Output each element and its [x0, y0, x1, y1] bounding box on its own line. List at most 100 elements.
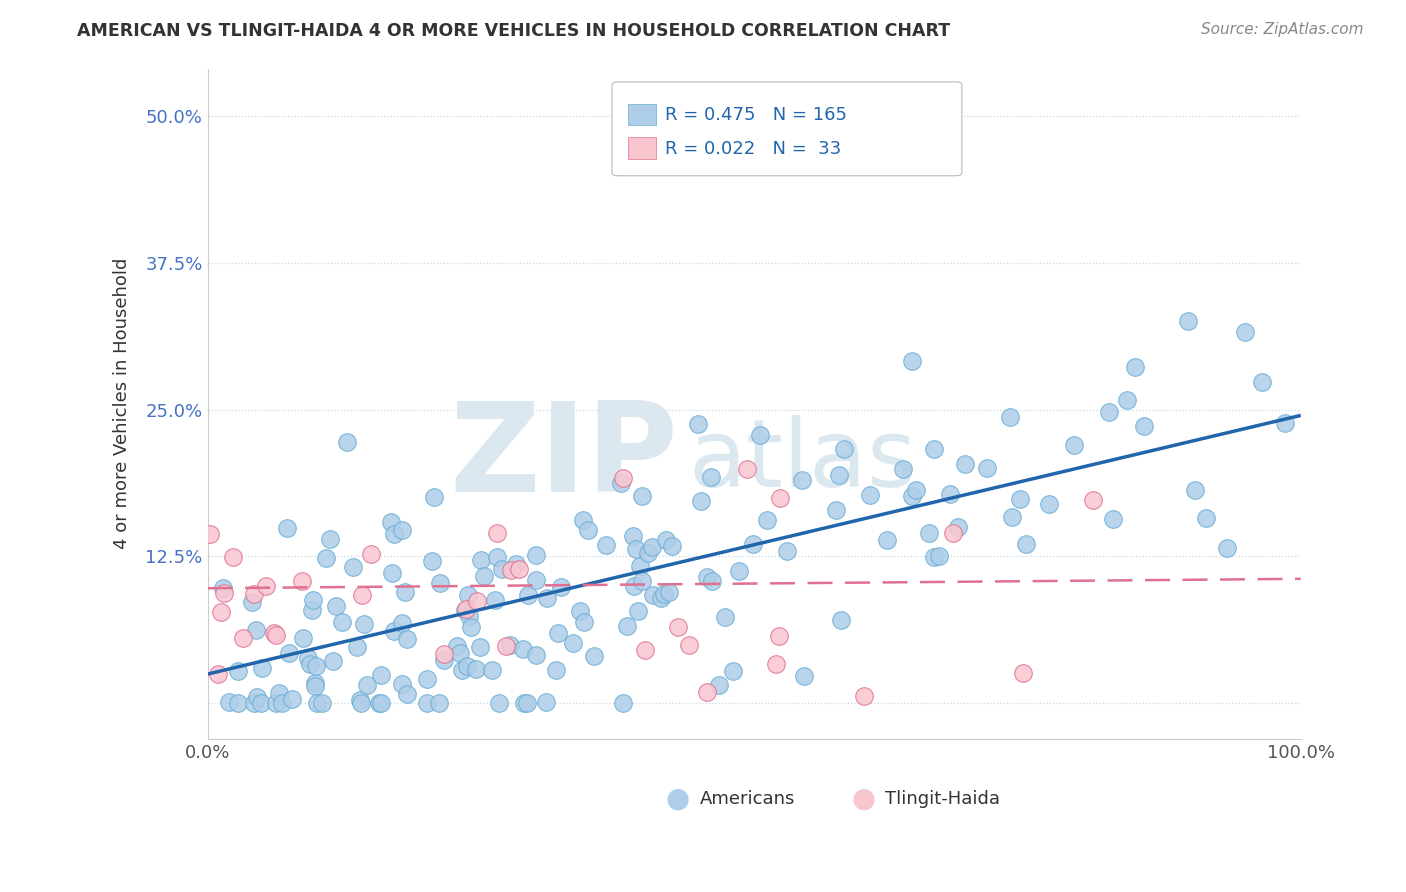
Point: [1132, 418, 1154, 433]
Point: [824, 503, 846, 517]
Point: [432, 653, 454, 667]
Point: [901, 353, 924, 368]
Point: [666, 620, 689, 634]
Point: [232, 631, 254, 645]
Point: [395, 687, 418, 701]
Point: [250, 661, 273, 675]
Point: [830, 613, 852, 627]
Point: [689, 494, 711, 508]
Point: [939, 487, 962, 501]
Point: [420, 554, 443, 568]
Point: [228, 664, 250, 678]
Point: [264, 697, 287, 711]
Point: [495, 640, 517, 654]
Point: [508, 562, 530, 576]
Point: [429, 575, 451, 590]
Text: Source: ZipAtlas.com: Source: ZipAtlas.com: [1201, 22, 1364, 37]
Point: [853, 689, 876, 703]
Text: Americans: Americans: [700, 790, 794, 808]
Point: [391, 677, 413, 691]
Point: [1233, 325, 1256, 339]
Point: [454, 601, 477, 615]
Point: [727, 564, 749, 578]
Point: [547, 626, 569, 640]
Point: [657, 585, 679, 599]
Point: [749, 428, 772, 442]
Point: [524, 548, 547, 562]
Point: [464, 662, 486, 676]
Point: [470, 553, 492, 567]
Point: [953, 457, 976, 471]
Point: [433, 648, 456, 662]
Point: [696, 570, 718, 584]
Point: [654, 587, 676, 601]
Point: [305, 659, 328, 673]
Point: [735, 462, 758, 476]
Point: [350, 588, 373, 602]
Point: [250, 697, 273, 711]
Point: [742, 537, 765, 551]
Point: [512, 641, 534, 656]
Point: [623, 579, 645, 593]
Point: [696, 685, 718, 699]
Point: [456, 659, 478, 673]
Point: [311, 697, 333, 711]
Point: [382, 624, 405, 638]
Point: [301, 602, 323, 616]
Point: [416, 697, 439, 711]
Point: [1038, 497, 1060, 511]
Point: [1251, 375, 1274, 389]
Point: [491, 562, 513, 576]
Point: [641, 540, 664, 554]
Point: [998, 410, 1021, 425]
Point: [278, 646, 301, 660]
Point: [423, 490, 446, 504]
Bar: [628, 137, 655, 159]
Point: [484, 592, 506, 607]
Point: [714, 609, 737, 624]
Point: [319, 532, 342, 546]
Point: [304, 679, 326, 693]
Point: [626, 541, 648, 556]
Point: [513, 697, 536, 711]
Point: [299, 657, 322, 671]
Point: [460, 620, 482, 634]
Point: [505, 557, 527, 571]
Point: [281, 692, 304, 706]
Text: R = 0.475   N = 165: R = 0.475 N = 165: [665, 106, 846, 125]
Point: [534, 694, 557, 708]
Point: [325, 599, 347, 614]
Point: [350, 697, 373, 711]
Point: [678, 638, 700, 652]
Point: [630, 574, 652, 589]
Point: [246, 690, 269, 704]
Point: [254, 579, 277, 593]
Point: [391, 523, 413, 537]
Point: [396, 632, 419, 647]
Point: [946, 520, 969, 534]
Point: [616, 619, 638, 633]
Point: [263, 626, 285, 640]
Point: [628, 559, 651, 574]
Text: R = 0.022   N =  33: R = 0.022 N = 33: [665, 140, 841, 158]
Point: [612, 697, 634, 711]
Point: [568, 604, 591, 618]
Point: [756, 513, 779, 527]
Point: [631, 489, 654, 503]
Point: [468, 640, 491, 654]
Point: [446, 640, 468, 654]
Point: [218, 695, 240, 709]
FancyBboxPatch shape: [612, 82, 962, 176]
Point: [1098, 405, 1121, 419]
Point: [1063, 437, 1085, 451]
Point: [342, 560, 364, 574]
Point: [297, 650, 319, 665]
Bar: [628, 103, 655, 126]
Point: [243, 697, 266, 711]
Point: [499, 564, 522, 578]
Point: [457, 588, 479, 602]
Point: [524, 573, 547, 587]
Point: [922, 442, 945, 456]
Point: [353, 616, 375, 631]
Point: [304, 676, 326, 690]
